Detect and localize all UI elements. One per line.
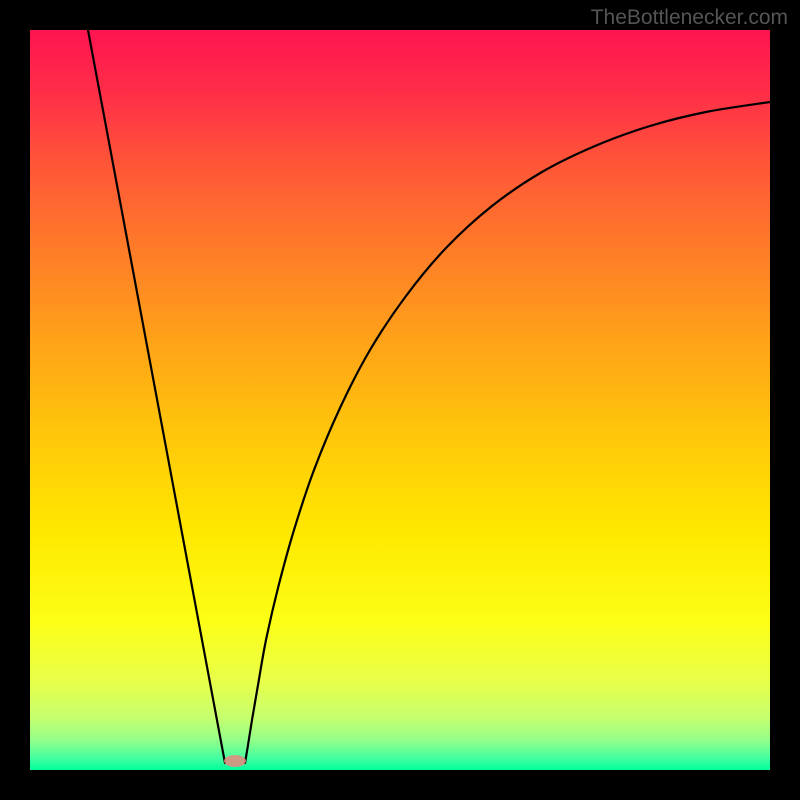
plot-area (30, 30, 770, 770)
curve-right-branch (245, 102, 770, 763)
curve-left-branch (88, 30, 225, 763)
chart-frame: TheBottlenecker.com (0, 0, 800, 800)
minimum-marker (224, 755, 246, 767)
watermark-text: TheBottlenecker.com (591, 6, 788, 30)
curve-layer (30, 30, 770, 770)
